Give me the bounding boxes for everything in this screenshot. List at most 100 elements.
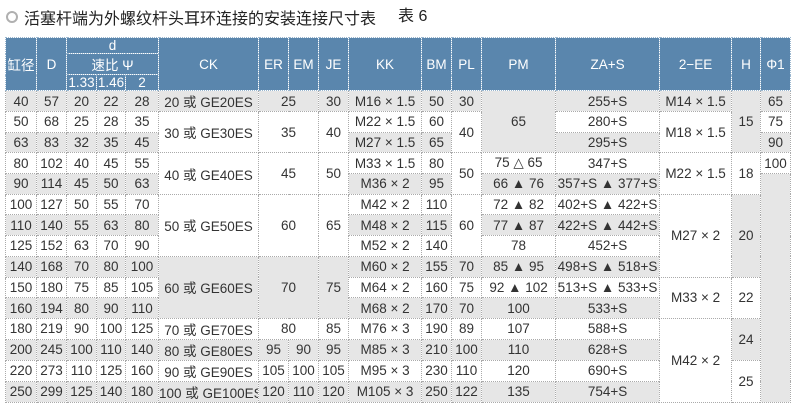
- table-cell: M76 × 3: [348, 317, 423, 340]
- table-cell: 95: [421, 173, 453, 195]
- column-header: d: [65, 37, 160, 54]
- column-header: 速比 Ψ: [65, 53, 160, 75]
- table-cell: M33 × 1.5: [348, 152, 423, 175]
- table-row: 220 273 110 125 160 90 或 GE90ES 105 100 105 M95 ×…: [5, 359, 791, 403]
- table-cell: 85: [318, 317, 350, 340]
- table-cell: 15: [731, 89, 762, 154]
- table-cell: 50 或 GE50ES: [158, 193, 260, 257]
- table-cell: 89: [451, 317, 483, 340]
- table-cell: 70: [66, 255, 97, 278]
- table-cell: M27 × 1.5: [348, 131, 423, 154]
- table-cell: 45: [96, 152, 126, 175]
- table-cell: 65: [318, 193, 350, 257]
- table-cell: 30: [451, 90, 483, 112]
- table-cell: 66 ▲ 76: [481, 173, 557, 195]
- table-cell: 95: [318, 338, 350, 361]
- table-cell: 533+S: [555, 297, 661, 319]
- table-cell: 45: [124, 131, 160, 154]
- table-cell: 40: [451, 110, 483, 154]
- table-cell: 25: [731, 359, 762, 403]
- table-number: 表 6: [398, 8, 428, 25]
- table-cell: 690+S: [555, 359, 661, 382]
- table-cell: 100: [288, 359, 320, 382]
- column-header: ER: [258, 37, 290, 91]
- table-cell: 110: [96, 338, 126, 361]
- table-cell: 65: [481, 89, 557, 154]
- table-cell: 102: [36, 152, 67, 175]
- table-cell: 114: [36, 173, 67, 195]
- column-header: 缸径: [5, 37, 37, 91]
- table-cell: 155: [421, 255, 453, 278]
- table-cell: 357+S ▲ 377+S: [555, 173, 661, 195]
- table-cell: M42 × 2: [348, 193, 423, 216]
- table-cell: 452+S: [555, 235, 661, 257]
- table-cell: 68: [36, 111, 67, 133]
- table-cell: 60: [451, 193, 483, 257]
- table-cell: 200: [5, 338, 37, 361]
- table-cell: 45: [66, 173, 97, 195]
- table-cell: 57: [36, 90, 67, 112]
- table-cell: M36 × 2: [348, 173, 423, 195]
- column-header: JE: [318, 37, 350, 91]
- column-header: CK: [158, 37, 260, 91]
- table-cell: 70: [258, 255, 320, 319]
- table-cell: M27 × 2: [659, 193, 733, 278]
- table-cell: M16 × 1.5: [348, 90, 423, 112]
- table-cell: 90 或 GE90ES: [158, 359, 260, 382]
- table-cell: 105: [318, 359, 350, 382]
- table-cell: 55: [66, 214, 97, 237]
- table-cell: 180: [36, 276, 67, 299]
- table-cell: M22 × 1.5: [348, 111, 423, 133]
- table-cell: 20: [66, 90, 97, 112]
- table-cell: 100: [760, 152, 792, 175]
- table-cell: 70 或 GE70ES: [158, 317, 260, 340]
- table-cell: 127: [36, 193, 67, 216]
- table-cell: M60 × 2: [348, 255, 423, 278]
- table-cell: 18: [731, 152, 762, 195]
- table-cell: 110: [66, 359, 97, 382]
- table-cell: 65: [760, 90, 792, 112]
- table-cell: 75: [318, 255, 350, 319]
- table-cell: 628+S: [555, 338, 661, 361]
- table-cell: 75: [66, 276, 97, 299]
- table-cell: 55: [96, 193, 126, 216]
- table-cell: 100: [451, 338, 483, 361]
- table-body: 40 57 20 22 28 20 或 GE20ES 25 30 M16 × 1.5 50 30 65…: [5, 89, 792, 403]
- table-cell: 107: [481, 317, 557, 340]
- table-cell: 60: [258, 193, 320, 257]
- table-cell: 85 ▲ 95: [481, 255, 557, 278]
- table-cell: 28: [124, 90, 160, 112]
- table-cell: 250: [421, 380, 453, 403]
- table-cell: 85: [96, 276, 126, 299]
- table-cell: 295+S: [555, 131, 661, 154]
- table-cell: M68 × 2: [348, 297, 423, 319]
- table-cell: 20: [731, 193, 762, 278]
- table-cell: M105 × 3: [348, 380, 423, 403]
- table-cell: 30: [318, 90, 350, 112]
- table-cell: 105: [258, 359, 290, 382]
- table-cell: 77 ▲ 87: [481, 214, 557, 237]
- table-cell: 402+S ▲ 422+S: [555, 193, 661, 216]
- table-row: 140 168 70 80 100 60 或 GE60ES 70 75 M60 × 2 155 70…: [5, 255, 791, 319]
- table-row: 90 114 45 50 63 M36 × 2 95 66 ▲ 76 357+S ▲ 377+S: [5, 173, 792, 403]
- table-cell: 422+S ▲ 442+S: [555, 214, 661, 237]
- table-cell: 90: [66, 317, 97, 340]
- table-cell: 45: [258, 152, 320, 195]
- column-header: EM: [288, 37, 320, 91]
- table-cell: 22: [731, 276, 762, 319]
- column-header: 1.33: [66, 74, 97, 91]
- table-cell: 22: [96, 90, 126, 112]
- table-cell: 70: [451, 297, 483, 319]
- table-cell: M22 × 1.5: [659, 152, 733, 195]
- column-header: PL: [451, 37, 483, 91]
- table-cell: 75: [451, 276, 483, 299]
- table-cell: 299: [36, 380, 67, 403]
- table-cell: 100 或 GE100ES: [158, 380, 260, 403]
- table-cell: 80: [96, 255, 126, 278]
- table-cell: M18 × 1.5: [659, 110, 733, 154]
- table-cell: 122: [451, 380, 483, 403]
- table-cell: [760, 173, 792, 403]
- page-title: 活塞杆端为外螺纹杆头耳环连接的安装连接尺寸表: [24, 11, 377, 28]
